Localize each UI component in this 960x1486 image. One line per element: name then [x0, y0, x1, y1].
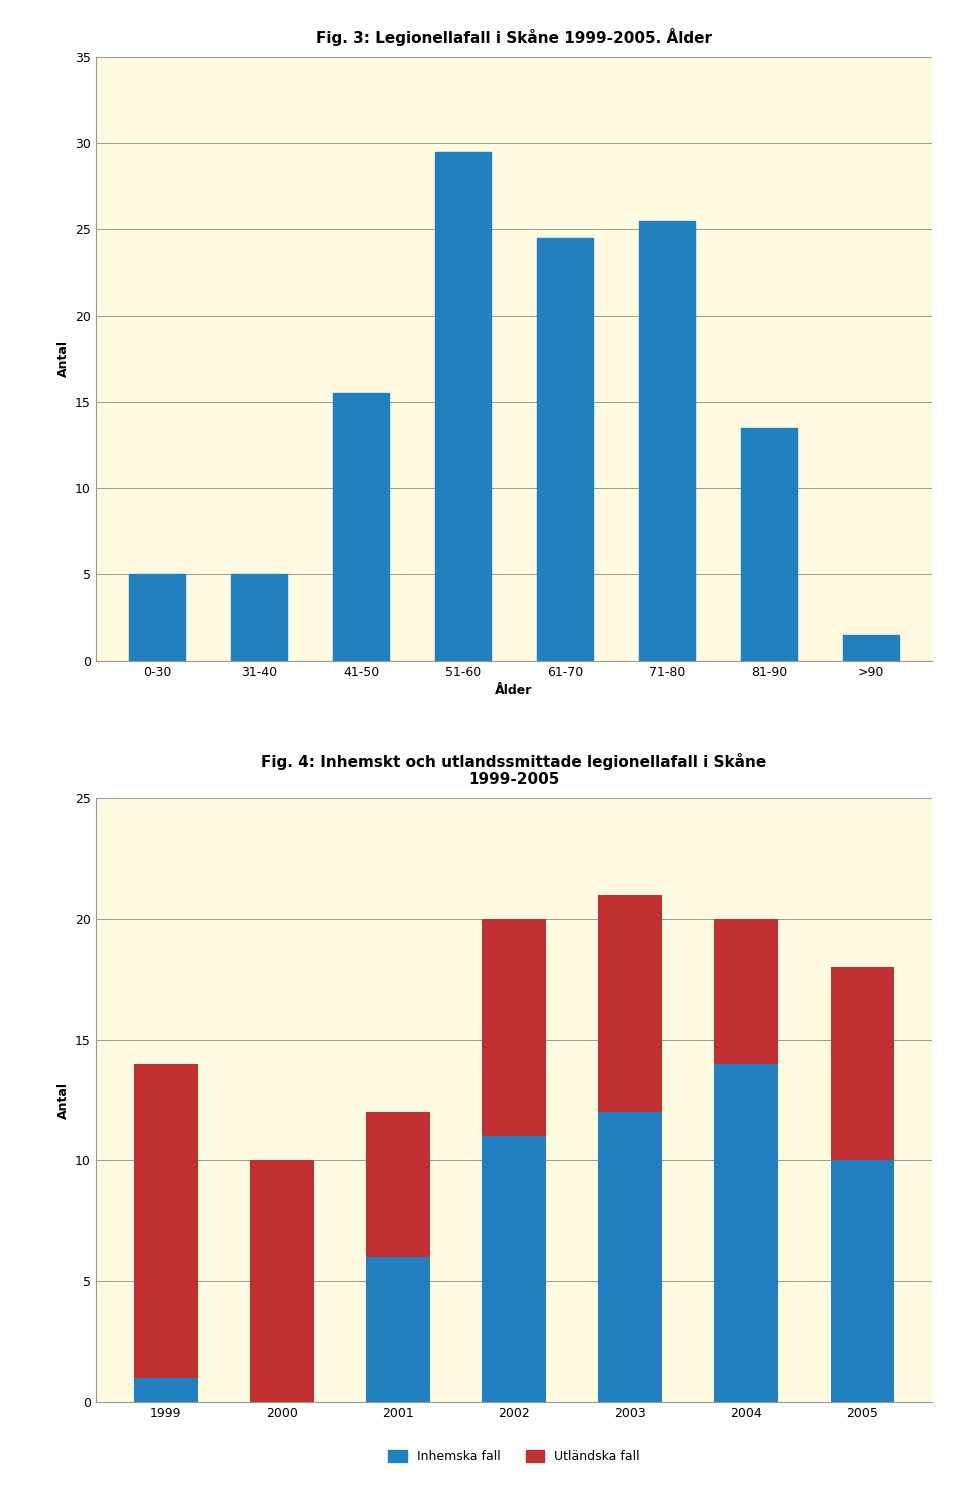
Bar — [639, 220, 695, 661]
Bar — [482, 918, 546, 1137]
Bar — [366, 1257, 430, 1403]
Legend: Inhemska fall, Utländska fall: Inhemska fall, Utländska fall — [383, 1446, 645, 1468]
Bar — [741, 428, 797, 661]
Bar — [714, 918, 779, 1064]
Bar — [714, 1064, 779, 1403]
Bar — [133, 1378, 198, 1403]
Y-axis label: Antal: Antal — [57, 1082, 69, 1119]
Bar — [435, 152, 492, 661]
Title: Fig. 4: Inhemskt och utlandssmittade legionellafall i Skåne
1999-2005: Fig. 4: Inhemskt och utlandssmittade leg… — [261, 753, 767, 788]
Bar — [598, 895, 662, 1112]
Bar — [250, 1161, 314, 1403]
Bar — [830, 967, 895, 1161]
Bar — [843, 635, 900, 661]
Bar — [366, 1112, 430, 1257]
Bar — [598, 1112, 662, 1403]
Y-axis label: Antal: Antal — [57, 340, 69, 377]
Bar — [830, 1161, 895, 1403]
Bar — [129, 575, 185, 661]
Bar — [333, 394, 389, 661]
Title: Fig. 3: Legionellafall i Skåne 1999-2005. Ålder: Fig. 3: Legionellafall i Skåne 1999-2005… — [316, 28, 712, 46]
Bar — [231, 575, 287, 661]
Bar — [133, 1064, 198, 1378]
X-axis label: Ålder: Ålder — [495, 684, 533, 697]
Bar — [537, 238, 593, 661]
Bar — [482, 1137, 546, 1403]
